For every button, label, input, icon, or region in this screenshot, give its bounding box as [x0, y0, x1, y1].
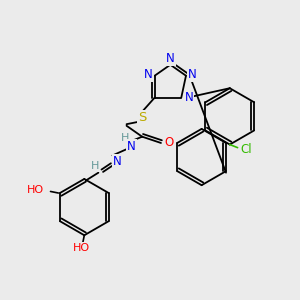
- Text: N: N: [185, 91, 194, 104]
- Text: HO: HO: [73, 243, 90, 253]
- Text: N: N: [127, 140, 136, 153]
- Text: H: H: [121, 133, 129, 143]
- Text: N: N: [144, 68, 153, 81]
- Text: N: N: [166, 52, 175, 65]
- Text: O: O: [164, 136, 173, 149]
- Text: S: S: [138, 111, 146, 124]
- Text: N: N: [188, 68, 197, 81]
- Text: Cl: Cl: [241, 143, 252, 156]
- Text: N: N: [113, 155, 122, 168]
- Text: HO: HO: [27, 185, 44, 195]
- Text: H: H: [91, 161, 99, 171]
